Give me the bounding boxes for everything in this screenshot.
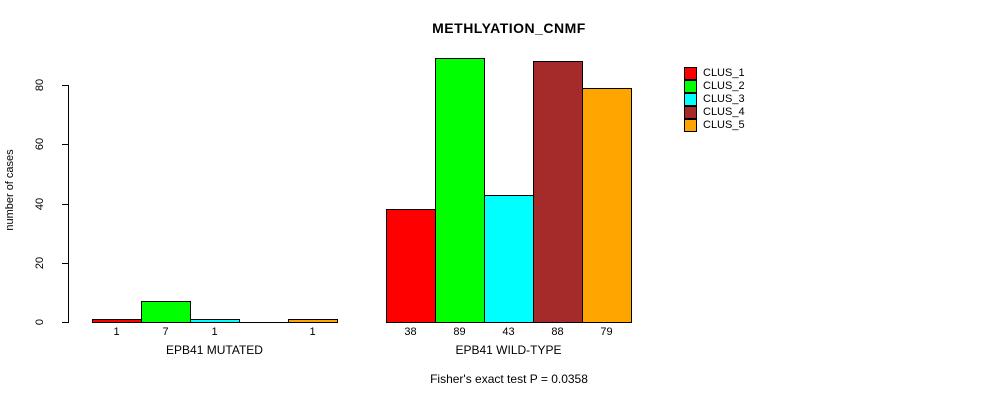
y-axis-label: number of cases (4, 149, 16, 231)
chart-title: METHLYATION_CNMF (432, 20, 586, 36)
bar-clus_2-group2 (435, 58, 485, 323)
y-tick-label: 80 (34, 78, 46, 92)
legend-swatch-clus_2 (684, 80, 697, 93)
legend-entry-clus_1: CLUS_1 (684, 67, 764, 80)
bar-value-label: 88 (551, 326, 564, 338)
bar-clus_2-group1 (141, 301, 191, 323)
bar-value-label: 43 (502, 326, 515, 338)
bar-value-label: 1 (113, 326, 120, 338)
bar-clus_5-group1 (288, 319, 338, 323)
y-tick-label: 60 (34, 138, 46, 151)
bar-clus_3-group2 (484, 195, 534, 323)
legend-label-clus_2: CLUS_2 (703, 80, 745, 92)
y-tick-label: 40 (34, 197, 46, 210)
bar-value-label: 89 (453, 326, 466, 338)
bar-clus_3-group1 (190, 319, 240, 323)
legend-label-clus_4: CLUS_4 (703, 106, 745, 118)
y-tick-mark (62, 144, 68, 146)
bar-clus_4-group2 (533, 61, 583, 323)
legend-entry-clus_3: CLUS_3 (684, 93, 764, 106)
legend-swatch-clus_4 (684, 106, 697, 119)
legend-label-clus_3: CLUS_3 (703, 93, 745, 105)
legend-entry-clus_4: CLUS_4 (684, 106, 764, 119)
legend-swatch-clus_1 (684, 67, 697, 80)
bar-clus_1-group2 (386, 209, 436, 323)
legend-swatch-clus_5 (684, 119, 697, 132)
bar-value-label: 7 (162, 326, 169, 338)
legend-label-clus_1: CLUS_1 (703, 67, 745, 79)
bar-value-label: 1 (211, 326, 218, 338)
bar-clus_1-group1 (92, 319, 142, 323)
bar-value-label: 79 (600, 326, 613, 338)
bar-clus_4-group1 (239, 322, 289, 323)
bar-value-label: 38 (404, 326, 417, 338)
y-tick-label: 20 (34, 256, 46, 269)
y-tick-mark (62, 262, 68, 264)
fisher-test-note: Fisher's exact test P = 0.0358 (430, 372, 588, 386)
legend-entry-clus_5: CLUS_5 (684, 119, 764, 132)
bar-value-label: 1 (309, 326, 316, 338)
group-label: EPB41 MUTATED (166, 343, 263, 357)
legend-label-clus_5: CLUS_5 (703, 119, 745, 131)
legend-entry-clus_2: CLUS_2 (684, 80, 764, 93)
group-label: EPB41 WILD-TYPE (455, 343, 562, 357)
y-axis-line (68, 85, 69, 323)
y-tick-mark (62, 322, 68, 323)
bar-clus_5-group2 (582, 88, 632, 323)
y-tick-mark (62, 203, 68, 205)
y-tick-label: 0 (34, 318, 46, 326)
y-tick-mark (62, 85, 68, 86)
legend-swatch-clus_3 (684, 93, 697, 106)
